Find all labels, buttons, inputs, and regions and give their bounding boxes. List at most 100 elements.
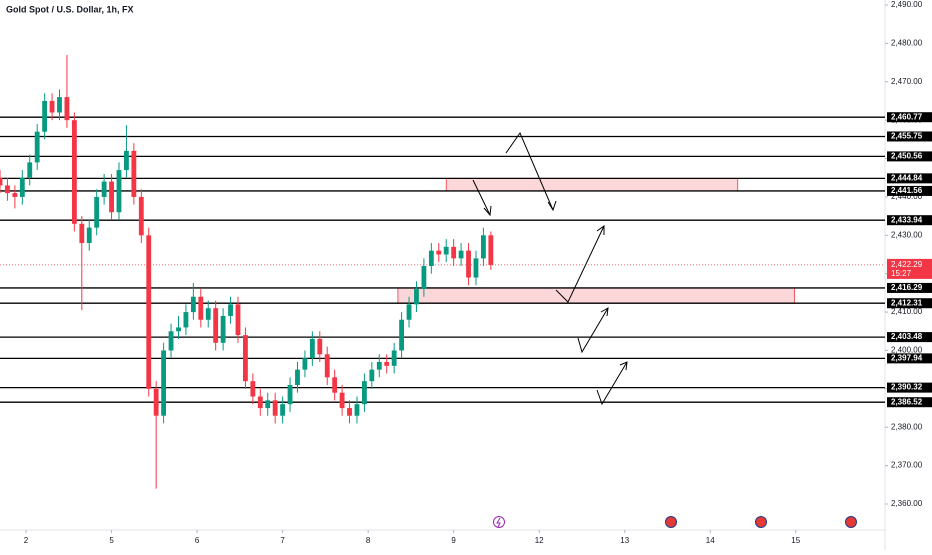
candle-body <box>94 196 100 228</box>
candle-body <box>302 358 308 370</box>
projection-arrows <box>472 131 628 406</box>
y-tick-label: 2,380.00 <box>891 422 923 431</box>
arrow-head <box>483 205 492 217</box>
x-tick-label: 5 <box>109 536 114 545</box>
event-icon[interactable] <box>493 516 505 528</box>
candle-body <box>243 335 248 382</box>
candle-body <box>168 331 174 351</box>
candle-body <box>265 400 271 409</box>
candle-body <box>295 369 300 386</box>
level-label-bg <box>887 298 932 309</box>
level-label-bg <box>887 215 932 226</box>
candle-body <box>399 319 405 351</box>
level-label: 2,386.52 <box>891 397 923 406</box>
level-label: 2,397.94 <box>891 353 923 362</box>
candle-body <box>317 338 323 355</box>
candle-body <box>480 235 486 259</box>
level-label-bg <box>887 397 932 408</box>
candle-body <box>324 354 330 378</box>
x-tick-label: 14 <box>706 536 715 545</box>
candle-body <box>161 350 167 416</box>
zone <box>445 177 739 192</box>
level-label: 2,390.32 <box>891 383 923 392</box>
y-tick-label: 2,480.00 <box>891 38 923 47</box>
level-label-bg <box>887 353 932 364</box>
x-tick-label: 6 <box>195 536 200 545</box>
level-label-bg <box>887 151 932 162</box>
y-tick-label: 2,470.00 <box>891 77 923 86</box>
level-label-bg <box>887 332 932 343</box>
candle-body <box>153 388 159 416</box>
candle-body <box>101 181 107 197</box>
candle-body <box>12 193 18 197</box>
candle-body <box>228 304 233 316</box>
flag-icon[interactable] <box>665 516 677 528</box>
candle-body <box>458 250 464 259</box>
candle-body <box>183 312 189 328</box>
y-tick-label: 2,360.00 <box>891 499 923 508</box>
x-tick-label: 7 <box>280 536 285 545</box>
level-label: 2,416.29 <box>891 283 923 292</box>
candle-body <box>391 350 397 366</box>
level-label-bg <box>887 131 932 142</box>
candle-body <box>71 120 77 224</box>
level-label: 2,455.75 <box>891 132 923 141</box>
level-label: 2,412.31 <box>891 298 923 307</box>
level-label-bg <box>887 185 932 196</box>
level-label: 2,403.48 <box>891 332 923 341</box>
y-tick-label: 2,370.00 <box>891 461 923 470</box>
candle-body <box>0 177 3 186</box>
candle-body <box>309 338 315 359</box>
candle-body <box>361 381 367 405</box>
candle-body <box>5 185 10 194</box>
level-label-bg <box>887 173 932 184</box>
x-tick-label: 8 <box>366 536 371 545</box>
level-label: 2,450.56 <box>891 151 923 160</box>
candle-body <box>451 246 457 259</box>
y-tick-label: 2,490.00 <box>891 0 923 9</box>
candle-body <box>124 150 129 171</box>
y-tick-label: 2,400.00 <box>891 346 923 355</box>
event-icons <box>493 516 857 528</box>
candle-body <box>213 308 219 343</box>
x-tick-label: 12 <box>535 536 544 545</box>
event-icon-bolt <box>496 517 501 528</box>
chart-title: Gold Spot / U.S. Dollar, 1h, FX <box>6 4 134 14</box>
candle-body <box>79 223 85 243</box>
level-label-bg <box>887 112 932 123</box>
candle-body <box>131 150 137 197</box>
x-tick-label: 2 <box>24 536 29 545</box>
level-label-bg <box>887 282 932 293</box>
arrow <box>472 179 491 216</box>
candle-body <box>428 250 434 267</box>
candle-body <box>354 404 360 416</box>
candle-body <box>57 97 62 113</box>
candle-body <box>27 162 33 178</box>
flag-icon[interactable] <box>755 516 767 528</box>
candle-body <box>42 100 48 132</box>
level-label: 2,460.77 <box>891 112 923 121</box>
last-price-bg <box>887 258 932 279</box>
candle-body <box>421 266 427 290</box>
x-tick-label: 15 <box>791 536 800 545</box>
y-tick-label: 2,430.00 <box>891 230 923 239</box>
candle-body <box>198 296 204 320</box>
candle-body <box>109 181 114 213</box>
candle-body <box>376 361 382 370</box>
candle-body <box>190 296 196 313</box>
candle-body <box>34 131 40 163</box>
level-label-bg <box>887 382 932 393</box>
candle-body <box>280 404 286 416</box>
candle-body <box>138 196 144 236</box>
plot-layer <box>0 0 888 550</box>
candle-body <box>406 304 412 320</box>
level-label: 2,433.94 <box>891 215 923 224</box>
x-tick-label: 9 <box>451 536 456 545</box>
candle-body <box>250 381 256 397</box>
level-label: 2,444.84 <box>891 173 923 182</box>
candle-body <box>257 396 263 409</box>
flag-icon[interactable] <box>845 516 857 528</box>
countdown-label: 15:27 <box>891 269 912 278</box>
